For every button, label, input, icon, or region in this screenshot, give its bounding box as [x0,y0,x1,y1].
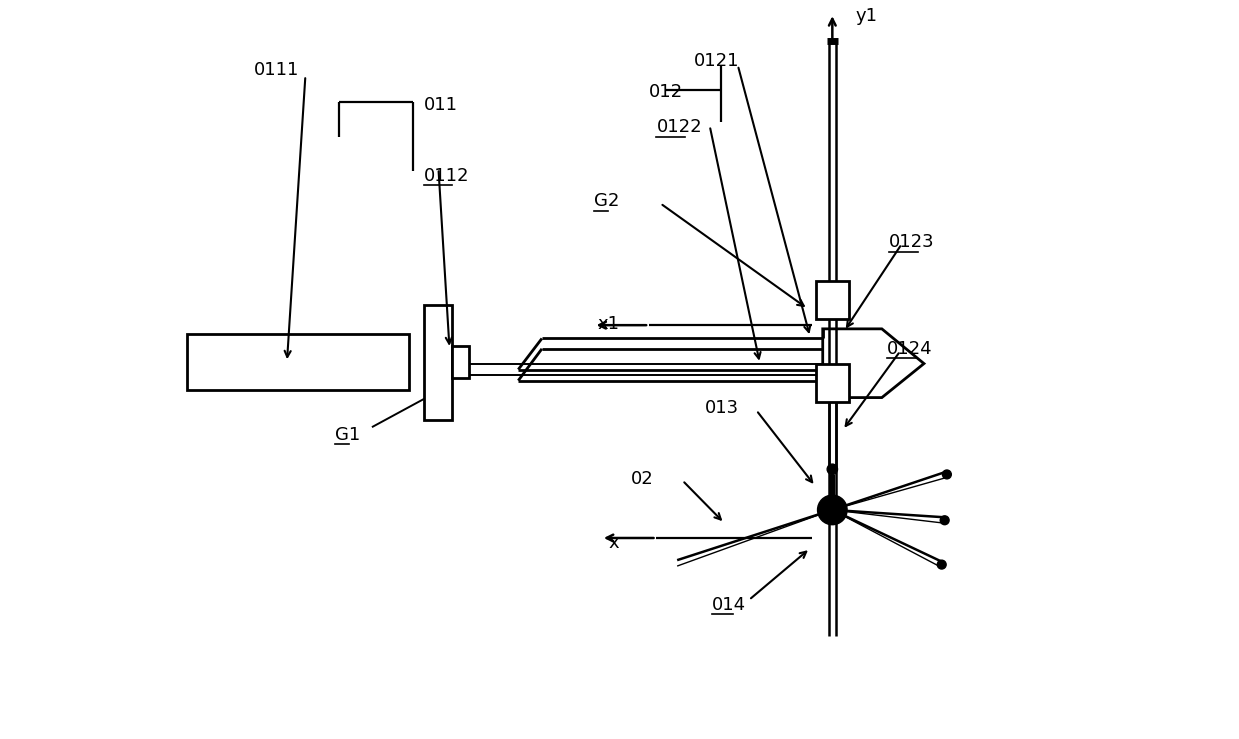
Text: 013: 013 [705,399,738,417]
Text: 011: 011 [424,96,457,114]
Bar [425,305,452,420]
Polygon shape [823,329,924,398]
Text: 0124: 0124 [887,340,933,358]
Circle shape [937,560,947,569]
Text: G2: G2 [593,192,620,210]
Text: 0112: 0112 [424,167,470,185]
Bar [817,364,849,402]
Circle shape [828,464,838,474]
Text: x1: x1 [597,315,620,333]
Text: 012: 012 [649,84,683,101]
Text: G1: G1 [335,426,361,443]
Bar [452,346,468,378]
Text: 014: 014 [712,596,746,613]
Bar [187,334,409,390]
Text: 02: 02 [631,470,653,488]
Circle shape [943,470,952,479]
Text: 0123: 0123 [890,234,935,251]
Text: 0111: 0111 [254,61,299,79]
Circle shape [818,495,847,525]
Circle shape [940,516,949,525]
Text: y1: y1 [856,7,878,25]
Text: x: x [608,534,620,552]
Text: 0122: 0122 [657,118,703,136]
Bar [817,281,849,319]
Text: 0121: 0121 [694,52,738,69]
